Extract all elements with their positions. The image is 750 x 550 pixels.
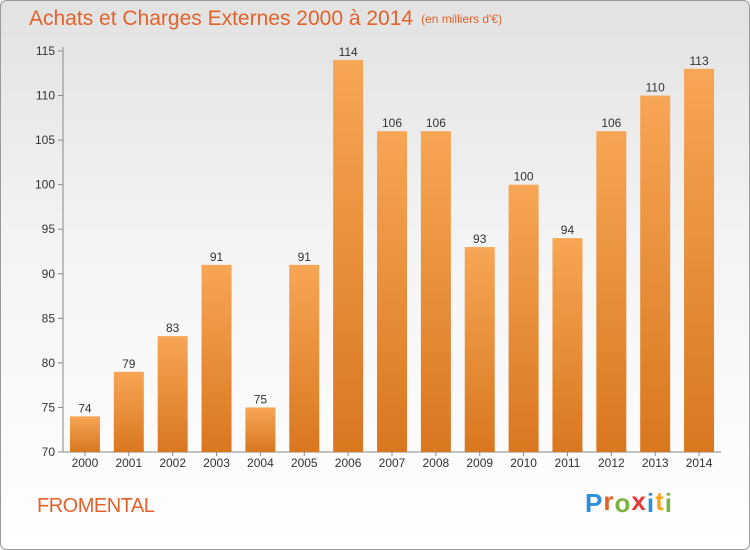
data-label-2012: 106 xyxy=(601,116,621,130)
bar-2014 xyxy=(684,68,715,453)
data-label-2013: 110 xyxy=(646,81,665,95)
x-tick-label-2012: 2012 xyxy=(598,456,625,470)
y-tick-label: 105 xyxy=(35,133,55,147)
bar-2010 xyxy=(508,184,539,452)
data-label-2008: 106 xyxy=(426,116,446,130)
data-label-2003: 91 xyxy=(210,250,224,264)
data-label-2000: 74 xyxy=(78,401,92,415)
bar-2001 xyxy=(113,371,144,452)
y-tick-label: 115 xyxy=(36,44,55,58)
bar-2013 xyxy=(640,95,671,453)
data-label-2014: 113 xyxy=(689,54,708,68)
y-tick-label: 85 xyxy=(42,311,56,325)
y-tick-label: 75 xyxy=(42,400,56,414)
y-tick-label: 80 xyxy=(42,356,56,370)
data-label-2011: 94 xyxy=(561,223,575,237)
bar-2004 xyxy=(245,407,276,452)
bar-2009 xyxy=(464,247,495,452)
logo-letter: P xyxy=(585,488,604,518)
logo-letter: o xyxy=(614,488,632,518)
x-tick-label-2009: 2009 xyxy=(466,456,493,470)
data-label-2005: 91 xyxy=(298,250,312,264)
chart-title: Achats et Charges Externes 2000 à 2014 (e… xyxy=(29,7,502,31)
title-text: Achats et Charges Externes 2000 à 2014 xyxy=(29,7,414,30)
bar-2003 xyxy=(201,264,232,452)
bar-2012 xyxy=(596,131,627,452)
y-tick-label: 95 xyxy=(42,222,56,236)
bar-2002 xyxy=(157,336,188,452)
y-tick-label: 110 xyxy=(36,89,55,103)
x-tick-label-2011: 2011 xyxy=(555,456,581,470)
data-label-2007: 106 xyxy=(382,116,402,130)
x-tick-label-2013: 2013 xyxy=(642,456,669,470)
x-tick-label-2001: 2001 xyxy=(115,456,142,470)
chart-subtitle: (en milliers d'€) xyxy=(421,12,503,26)
x-tick-label-2008: 2008 xyxy=(423,456,450,470)
x-tick-label-2000: 2000 xyxy=(72,456,99,470)
y-tick-label: 90 xyxy=(42,267,56,281)
x-tick-label-2005: 2005 xyxy=(291,456,318,470)
logo-letter: i xyxy=(664,488,673,518)
bar-2007 xyxy=(377,131,407,452)
bar-2005 xyxy=(289,264,320,452)
x-tick-label-2004: 2004 xyxy=(247,456,274,470)
logo-letter: r xyxy=(603,486,615,516)
bar-2008 xyxy=(420,131,451,452)
data-label-2004: 75 xyxy=(254,392,268,406)
y-tick-label: 100 xyxy=(35,178,55,192)
logo-letter: x xyxy=(631,486,647,516)
bar-2000 xyxy=(69,416,100,452)
data-label-2009: 93 xyxy=(473,232,487,246)
x-tick-label-2006: 2006 xyxy=(335,456,362,470)
logo-letter: i xyxy=(646,488,656,518)
bar-2011 xyxy=(552,238,583,452)
x-tick-label-2014: 2014 xyxy=(686,456,713,470)
logo-letter: t xyxy=(655,486,665,516)
data-label-2002: 83 xyxy=(166,321,180,335)
x-tick-label-2002: 2002 xyxy=(159,456,186,470)
bar-2006 xyxy=(333,59,364,453)
x-tick-label-2003: 2003 xyxy=(203,456,230,470)
commune-name: FROMENTAL xyxy=(37,495,155,517)
data-label-2010: 100 xyxy=(514,170,534,184)
x-tick-label-2007: 2007 xyxy=(379,456,406,470)
proxiti-logo: Proxiti xyxy=(585,486,673,519)
y-tick-label: 70 xyxy=(42,445,56,459)
x-tick-label-2010: 2010 xyxy=(510,456,537,470)
data-label-2001: 79 xyxy=(122,357,136,371)
data-label-2006: 114 xyxy=(339,45,358,59)
